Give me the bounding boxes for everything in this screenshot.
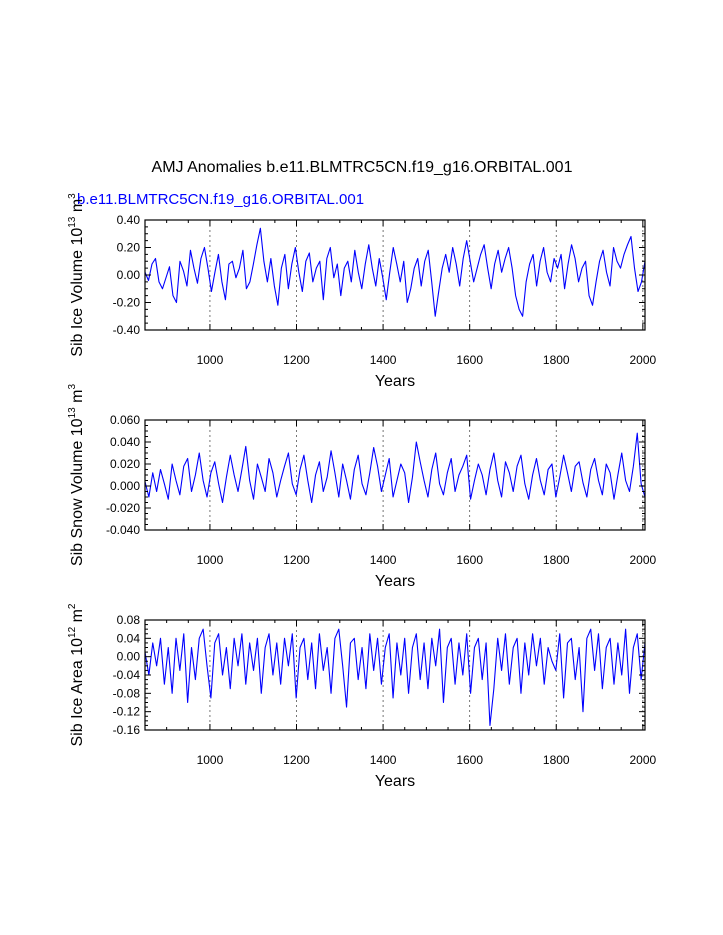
x-tick-label: 1600 xyxy=(456,553,483,567)
x-tick-label: 1200 xyxy=(283,353,310,367)
y-axis-title-part: m xyxy=(69,199,86,217)
y-tick-label: 0.20 xyxy=(117,241,141,255)
figure-title: AMJ Anomalies b.e11.BLMTRC5CN.f19_g16.OR… xyxy=(152,159,573,176)
y-tick-label: 0.020 xyxy=(110,457,140,471)
chart-panel-2: 1000 1200 1400 1600 1800 2000 -0.040 -0.020 0.00… xyxy=(67,384,657,591)
y-tick-label: 0.040 xyxy=(110,435,140,449)
y-tick-label: 0.00 xyxy=(117,650,141,664)
x-axis-title: Years xyxy=(375,373,415,390)
y-tick-label: -0.040 xyxy=(106,523,140,537)
plot-frame xyxy=(144,419,646,531)
x-axis-title: Years xyxy=(375,573,415,590)
y-tick-label: -0.12 xyxy=(113,705,141,719)
y-tick-label: -0.20 xyxy=(113,296,141,310)
y-tick-label: 0.04 xyxy=(117,631,141,645)
chart-panel-3: 1000 1200 1400 1600 1800 2000 -0.16 -0.12 -0.08 -… xyxy=(67,603,657,790)
plot-frame xyxy=(144,219,646,331)
y-tick-label: 0.000 xyxy=(110,479,140,493)
series-line xyxy=(144,227,646,317)
y-tick-label: -0.04 xyxy=(113,668,141,682)
y-tick-label: 0.060 xyxy=(110,413,140,427)
x-tick-label: 1200 xyxy=(283,753,310,767)
y-axis-title-superscript: 3 xyxy=(67,384,78,390)
y-axis-title-part: m xyxy=(69,609,86,627)
series-line xyxy=(144,628,646,726)
y-axis-title-superscript: 2 xyxy=(67,603,78,609)
y-tick-label: 0.08 xyxy=(117,613,141,627)
x-tick-label: 1600 xyxy=(456,353,483,367)
series-subtitle: b.e11.BLMTRC5CN.f19_g16.ORBITAL.001 xyxy=(77,191,364,208)
x-tick-label: 1200 xyxy=(283,553,310,567)
y-tick-label: -0.08 xyxy=(113,686,141,700)
y-axis-title-part: Sib Snow Volume 10 xyxy=(69,418,86,566)
x-tick-label: 2000 xyxy=(629,553,656,567)
y-axis-title: Sib Ice Area 1012 m2 xyxy=(67,603,86,746)
y-axis-title-part: Sib Ice Volume 10 xyxy=(69,228,86,357)
y-tick-label: -0.020 xyxy=(106,501,140,515)
x-tick-label: 1400 xyxy=(370,353,397,367)
x-tick-label: 1000 xyxy=(197,753,224,767)
y-axis-title-superscript: 3 xyxy=(67,193,78,199)
x-tick-label: 1000 xyxy=(197,353,224,367)
x-axis-title: Years xyxy=(375,773,415,790)
chart-panels: 1000 1200 1400 1600 1800 2000 -0.40 -0.20 0.00 0.… xyxy=(67,193,657,790)
y-axis-title-part: Sib Ice Area 10 xyxy=(69,638,86,747)
x-tick-label: 1000 xyxy=(197,553,224,567)
x-tick-label: 1800 xyxy=(543,753,570,767)
y-axis-title: Sib Snow Volume 1013 m3 xyxy=(67,384,86,567)
y-axis-title: Sib Ice Volume 1013 m3 xyxy=(67,193,86,357)
x-tick-label: 1800 xyxy=(543,353,570,367)
y-tick-label: -0.16 xyxy=(113,723,141,737)
y-axis-title-superscript: 13 xyxy=(67,407,78,419)
chart-panel-1: 1000 1200 1400 1600 1800 2000 -0.40 -0.20 0.00 0.… xyxy=(67,193,657,390)
y-tick-label: -0.40 xyxy=(113,323,141,337)
x-tick-label: 1400 xyxy=(370,753,397,767)
series-line xyxy=(144,432,646,504)
y-axis-title-superscript: 12 xyxy=(67,626,78,638)
x-tick-label: 2000 xyxy=(629,753,656,767)
y-axis-title-superscript: 13 xyxy=(67,216,78,228)
y-tick-label: 0.00 xyxy=(117,268,141,282)
x-tick-label: 2000 xyxy=(629,353,656,367)
x-tick-label: 1400 xyxy=(370,553,397,567)
x-tick-label: 1800 xyxy=(543,553,570,567)
x-tick-label: 1600 xyxy=(456,753,483,767)
y-axis-title-part: m xyxy=(69,390,86,408)
y-tick-label: 0.40 xyxy=(117,213,141,227)
